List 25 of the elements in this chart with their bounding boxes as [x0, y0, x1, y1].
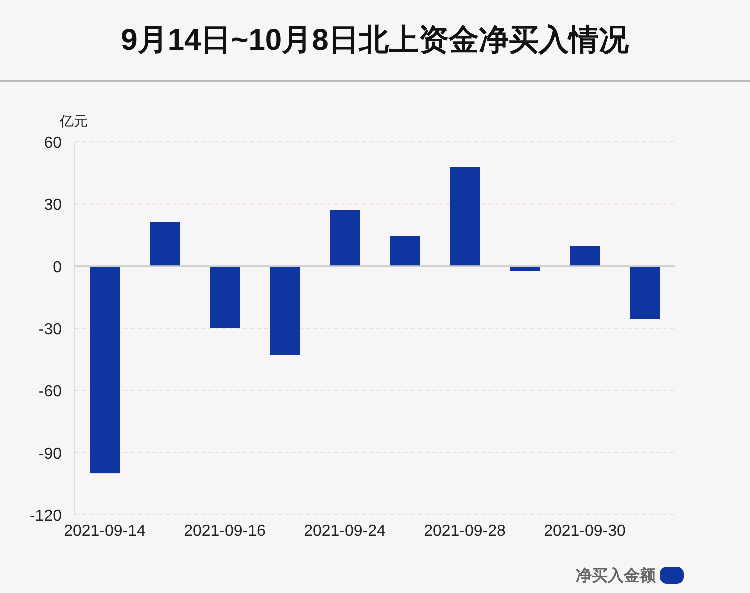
bar — [630, 266, 660, 320]
bar — [270, 266, 300, 356]
y-axis-title: 亿元 — [59, 113, 88, 129]
bar — [150, 222, 180, 266]
x-tick-label: 2021-09-14 — [64, 523, 146, 540]
y-tick-label: -120 — [30, 508, 62, 525]
bar — [390, 236, 420, 266]
y-tick-label: 30 — [44, 197, 62, 214]
chart-title: 9月14日~10月8日北上资金净买入情况 — [121, 24, 630, 57]
y-tick-label: -30 — [38, 322, 62, 338]
bar — [90, 266, 120, 474]
x-tick-label: 2021-09-28 — [424, 523, 506, 540]
bar — [570, 246, 600, 266]
x-tick-label: 2021-09-30 — [544, 523, 626, 540]
bar — [510, 266, 540, 272]
bar — [210, 266, 240, 328]
y-tick-label: 60 — [44, 135, 62, 152]
x-tick-label: 2021-09-16 — [184, 523, 266, 540]
bar — [330, 210, 360, 266]
y-tick-label: -60 — [38, 384, 62, 401]
x-tick-label: 2021-09-24 — [304, 523, 386, 540]
bar — [450, 167, 480, 266]
y-tick-label: 0 — [53, 259, 62, 276]
y-tick-label: -90 — [38, 446, 62, 463]
legend-label: 净买入金额 — [576, 567, 657, 585]
